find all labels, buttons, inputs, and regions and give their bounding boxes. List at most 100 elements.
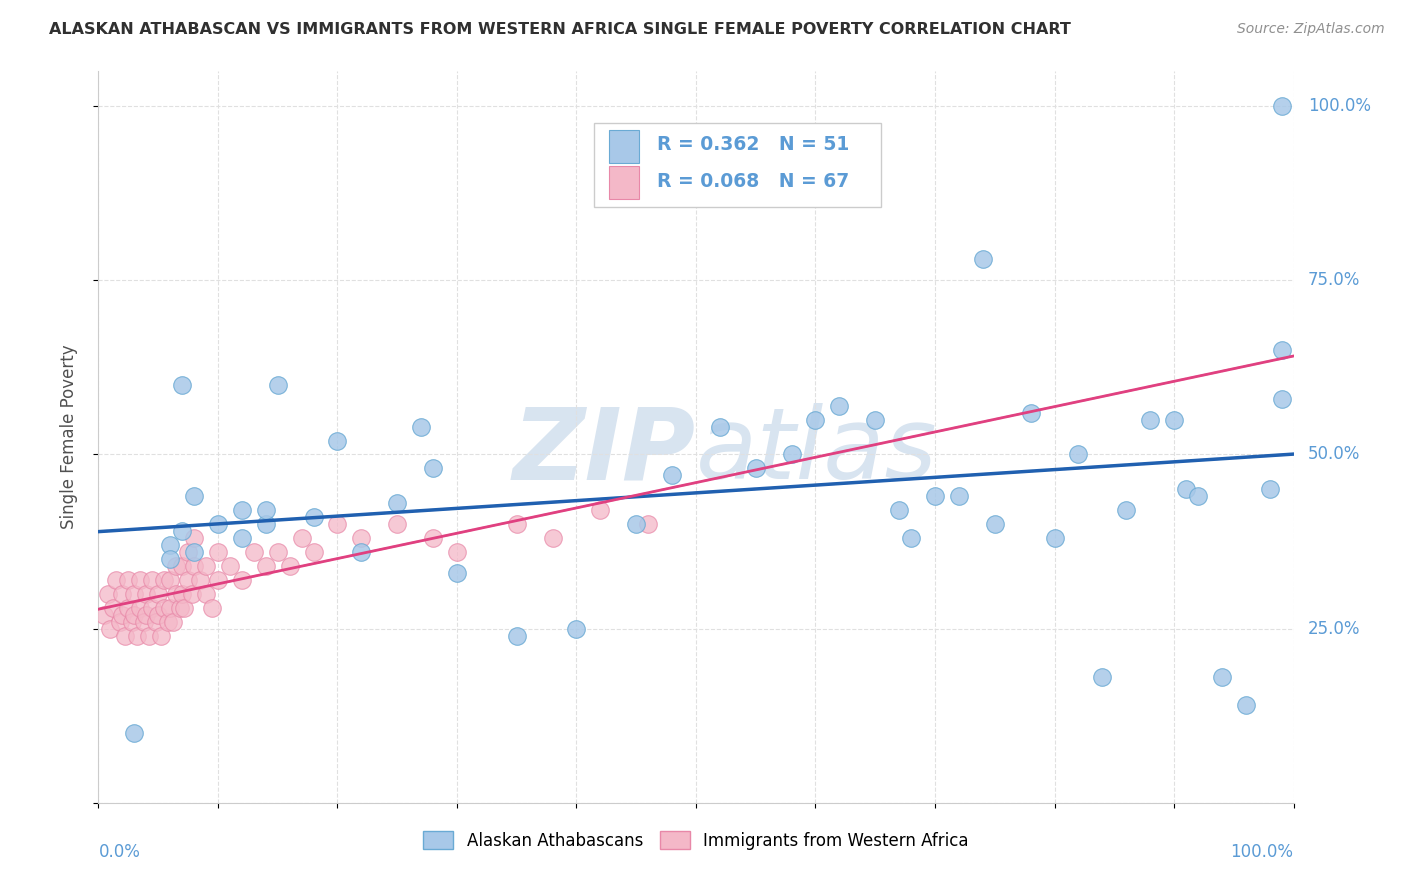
Point (183, 545, 205, 559)
Point (148, 607, 170, 622)
Point (889, 503, 911, 517)
Point (172, 558, 194, 573)
Point (148, 587, 170, 601)
Point (1067, 448, 1090, 462)
Point (411, 419, 433, 434)
Point (121, 615, 143, 629)
Point (180, 587, 202, 601)
Text: Source: ZipAtlas.com: Source: ZipAtlas.com (1237, 22, 1385, 37)
Point (195, 587, 218, 601)
Point (183, 489, 205, 503)
Point (177, 545, 200, 559)
Point (350, 531, 373, 545)
Point (1271, 343, 1294, 357)
Text: ZIP: ZIP (513, 403, 696, 500)
Point (589, 503, 612, 517)
Point (183, 558, 205, 573)
Point (124, 607, 146, 622)
Point (302, 510, 325, 524)
Point (1091, 670, 1114, 684)
Point (98, 622, 122, 636)
Point (162, 615, 184, 629)
Point (183, 531, 205, 545)
Point (422, 461, 444, 475)
Point (326, 517, 349, 532)
Text: 50.0%: 50.0% (1308, 445, 1360, 464)
Point (350, 545, 373, 559)
Point (745, 461, 768, 475)
Point (105, 573, 128, 587)
Point (97, 587, 120, 601)
Point (231, 503, 253, 517)
Point (159, 600, 181, 615)
Point (111, 607, 134, 622)
Point (159, 538, 181, 552)
Point (865, 412, 887, 426)
Point (1271, 392, 1294, 406)
Point (1271, 99, 1294, 113)
Point (124, 587, 146, 601)
Point (172, 587, 194, 601)
Point (565, 622, 588, 636)
Point (117, 573, 139, 587)
Point (165, 587, 187, 601)
Text: 100.0%: 100.0% (1230, 843, 1294, 861)
Point (780, 448, 803, 462)
Point (1211, 670, 1233, 684)
Point (153, 600, 176, 615)
Point (422, 531, 444, 545)
Point (385, 517, 409, 532)
Point (1187, 489, 1209, 503)
Point (385, 496, 409, 510)
Point (243, 545, 266, 559)
Point (188, 573, 211, 587)
Point (278, 558, 301, 573)
Bar (609, 167, 638, 199)
Point (101, 600, 124, 615)
Point (172, 377, 194, 392)
Point (124, 726, 146, 740)
Text: R = 0.362   N = 51: R = 0.362 N = 51 (657, 135, 849, 154)
Text: R = 0.068   N = 67: R = 0.068 N = 67 (657, 171, 849, 191)
Point (172, 524, 194, 538)
Point (924, 489, 946, 503)
Point (159, 573, 181, 587)
Point (231, 573, 253, 587)
Point (291, 531, 314, 545)
Point (129, 600, 152, 615)
Point (108, 615, 131, 629)
Point (207, 517, 229, 532)
Point (111, 587, 134, 601)
Point (114, 629, 136, 643)
Text: 100.0%: 100.0% (1308, 97, 1371, 115)
Point (1043, 531, 1066, 545)
Point (177, 573, 200, 587)
Point (1019, 406, 1042, 420)
Point (1234, 698, 1257, 713)
Point (231, 531, 253, 545)
Legend: Alaskan Athabascans, Immigrants from Western Africa: Alaskan Athabascans, Immigrants from Wes… (416, 824, 976, 856)
Point (254, 558, 277, 573)
Point (117, 600, 139, 615)
Y-axis label: Single Female Poverty: Single Female Poverty (59, 345, 77, 529)
Point (541, 531, 564, 545)
Point (207, 545, 229, 559)
Point (1115, 503, 1137, 517)
Text: ALASKAN ATHABASCAN VS IMMIGRANTS FROM WESTERN AFRICA SINGLE FEMALE POVERTY CORRE: ALASKAN ATHABASCAN VS IMMIGRANTS FROM WE… (49, 22, 1071, 37)
Point (446, 566, 468, 580)
FancyBboxPatch shape (595, 122, 882, 207)
Point (135, 607, 157, 622)
Point (201, 600, 224, 615)
Point (165, 558, 187, 573)
Point (637, 517, 659, 532)
Point (254, 517, 277, 532)
Point (709, 419, 731, 434)
Point (948, 489, 970, 503)
Point (506, 629, 529, 643)
Point (169, 600, 191, 615)
Point (153, 573, 176, 587)
Point (267, 545, 290, 559)
Text: 25.0%: 25.0% (1308, 620, 1361, 638)
Point (1258, 483, 1281, 497)
Point (661, 468, 683, 483)
